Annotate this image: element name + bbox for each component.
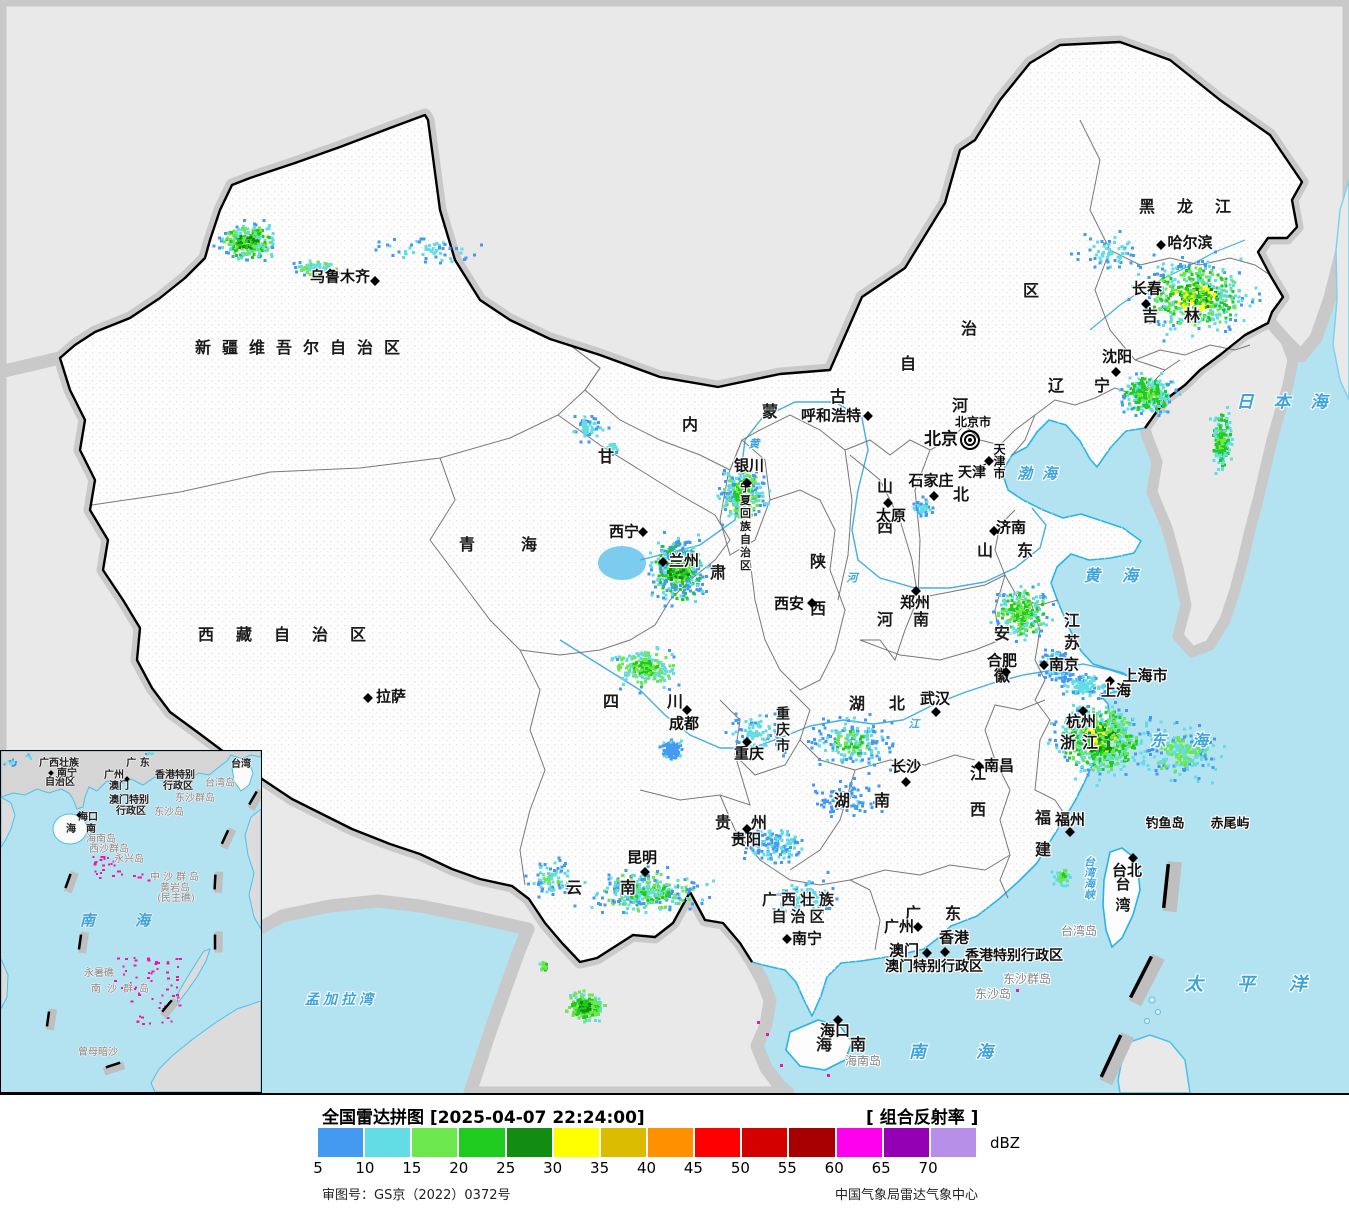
inset-place-label: 行政区 — [116, 806, 146, 817]
inset-island-label: 黄岩岛 — [160, 883, 190, 894]
inset-echo-layer — [3, 752, 154, 768]
dbz-tick: 35 — [590, 1159, 610, 1177]
legend-title: 全国雷达拼图 [2025-04-07 22:24:00] — [322, 1108, 645, 1128]
colorbar-cell — [506, 1128, 552, 1157]
inset-island-label: (民主礁) — [157, 893, 195, 904]
foreign-land-japan — [1332, 179, 1349, 401]
colorbar-cell — [789, 1128, 835, 1157]
inset-island-label: 海南岛 — [86, 834, 116, 845]
colorbar-cell — [836, 1128, 882, 1157]
inset-place-label: 自治区 — [45, 777, 75, 788]
inset-malay — [1, 958, 9, 1010]
inset-island-label: 南沙群岛 — [91, 984, 155, 995]
dbz-tick: 20 — [449, 1159, 469, 1177]
island-dot — [1155, 1009, 1161, 1015]
tianjin-arrow — [959, 463, 987, 477]
colorbar-cell — [600, 1128, 646, 1157]
dbz-colorbar — [318, 1128, 976, 1157]
dbz-tick: 70 — [918, 1159, 938, 1177]
province-borders — [91, 119, 1271, 951]
inset-place-label: 广州 — [104, 770, 124, 781]
agency-credit: 中国气象局雷达气象中心 — [835, 1188, 979, 1203]
inset-mainland — [1, 751, 261, 810]
island-dot — [1148, 996, 1156, 1004]
colorbar-cell — [647, 1128, 694, 1157]
colorbar-cell — [553, 1128, 599, 1157]
product-type-label: [ 组合反射率 ] — [866, 1108, 979, 1128]
inset-place-label: 行政区 — [163, 781, 193, 792]
colorbar-cell — [930, 1128, 976, 1157]
inset-place-label: 南宁 — [57, 768, 77, 779]
map-review-number: 审图号：GS京（2022）0372号 — [322, 1188, 511, 1203]
yangtze-river — [559, 639, 1129, 749]
inset-place-label: 澳门 — [109, 781, 129, 792]
china-radar-map: 新疆维吾尔自治区 西藏自治区 青海甘肃内蒙古自治区黑龙江 吉林 辽宁 宁夏回族自治区陕西山… — [0, 0, 1349, 1095]
island-dot — [1144, 1018, 1150, 1024]
colorbar-cell — [412, 1128, 458, 1157]
inset-place-label: 台湾 — [231, 759, 251, 770]
inset-palawan — [176, 948, 211, 1005]
colorbar-cell — [318, 1128, 364, 1157]
colorbar-cell — [883, 1128, 929, 1157]
inset-place-label: 澳门特别 — [109, 795, 149, 806]
dbz-tick: 5 — [313, 1159, 323, 1177]
inset-svg — [1, 751, 261, 1092]
dbz-tick: 65 — [871, 1159, 891, 1177]
inset-island-label: 东沙群岛 — [175, 793, 215, 804]
dbz-tick: 15 — [402, 1159, 422, 1177]
inset-nine-dash-line — [45, 788, 261, 1076]
dbz-tick: 40 — [636, 1159, 657, 1177]
dbz-tick: 45 — [683, 1159, 703, 1177]
inset-label-layer: 广西壮族 自治区 南宁广 东广州 澳门 香港特别 行政区 澳门特别 行政区 台湾 台湾岛 东沙群岛东… — [1, 751, 261, 1092]
inset-vietnam — [1, 796, 16, 848]
inset-reef-markers — [92, 797, 201, 1025]
inset-taiwan — [231, 756, 254, 792]
inset-place-label: 海口 — [78, 812, 98, 823]
inset-island-label: 东沙岛 — [154, 807, 184, 818]
inset-place-label: 广 东 — [126, 758, 150, 769]
dbz-tick: 50 — [730, 1159, 750, 1177]
hainan-island — [785, 1019, 853, 1071]
inset-place-label: 香港特别 — [155, 770, 195, 781]
inset-island-label: 曾母暗沙 — [78, 1047, 118, 1058]
inset-island-label: 中沙群岛 — [150, 872, 202, 883]
inset-island-label: 台湾岛 — [205, 778, 235, 789]
inset-island-label: 永暑礁 — [84, 968, 114, 979]
nine-dash-line — [1099, 861, 1182, 1086]
colorbar-cell — [742, 1128, 788, 1157]
dbz-tick: 60 — [824, 1159, 844, 1177]
colorbar-cell — [695, 1128, 741, 1157]
inset-city-marker — [48, 770, 54, 776]
inset-sea-label: 南海 — [79, 911, 191, 930]
dbz-tick: 55 — [777, 1159, 797, 1177]
south-china-sea-inset: 广西壮族 自治区 南宁广 东广州 澳门 香港特别 行政区 澳门特别 行政区 台湾 台湾岛 东沙群岛东… — [0, 750, 262, 1093]
inset-island-label: 西沙群岛 — [89, 844, 129, 855]
inset-hainan — [52, 813, 88, 845]
legend-panel: 全国雷达拼图 [2025-04-07 22:24:00] [ 组合反射率 ] 5… — [0, 1095, 1349, 1208]
inset-island-label: 永兴岛 — [114, 854, 144, 865]
dbz-tick-labels: 5 10 15 20 25 30 35 40 45 50 55 60 65 70 — [0, 1159, 1349, 1177]
inset-place-label: 广西壮族 — [39, 758, 79, 769]
dbz-tick: 25 — [496, 1159, 516, 1177]
dbz-tick: 30 — [543, 1159, 563, 1177]
dbz-unit-label: dBZ — [990, 1134, 1021, 1152]
inset-borneo — [150, 1000, 261, 1092]
inset-place-label: 海南 — [66, 824, 106, 835]
inset-philippines — [244, 808, 261, 930]
colorbar-cell — [459, 1128, 505, 1157]
national-border — [58, 40, 1304, 964]
dbz-tick: 10 — [355, 1159, 375, 1177]
colorbar-cell — [365, 1128, 411, 1157]
qinghai-lake — [598, 546, 646, 580]
radar-echo-layer — [212, 218, 1262, 1077]
